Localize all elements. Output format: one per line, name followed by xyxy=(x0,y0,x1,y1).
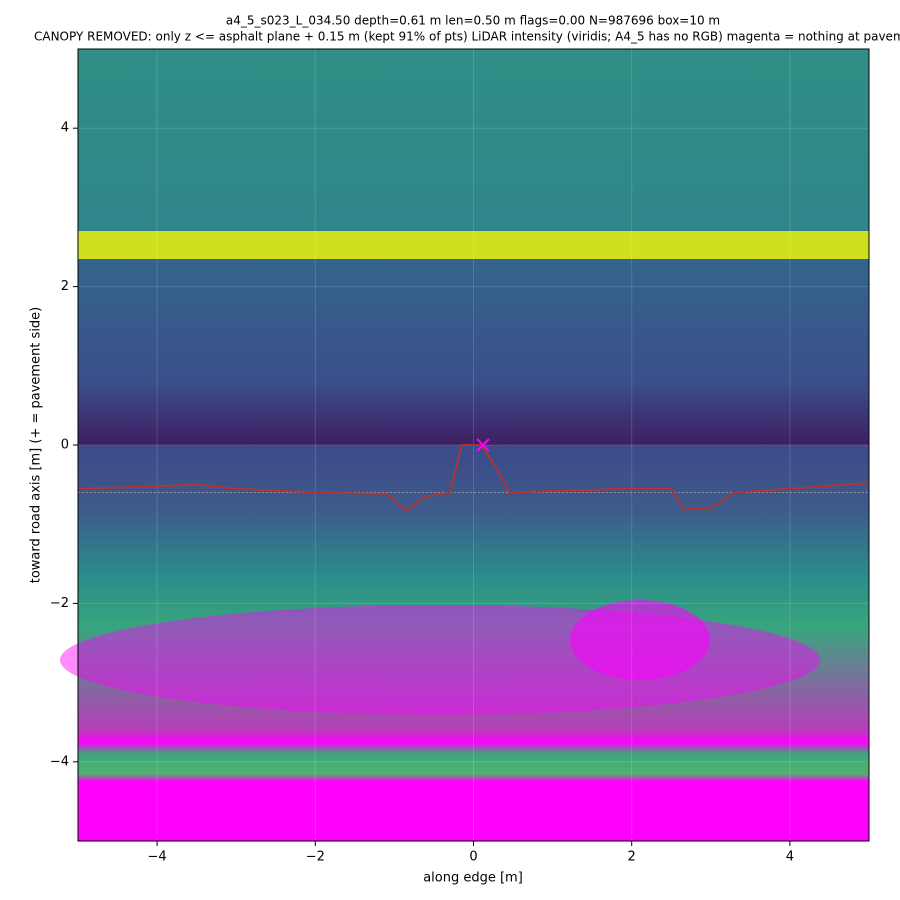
chart-subtitle: CANOPY REMOVED: only z <= asphalt plane … xyxy=(34,30,900,44)
magenta-patch xyxy=(570,600,710,680)
magenta-patch xyxy=(60,605,820,715)
x-axis-label: along edge [m] xyxy=(423,871,523,886)
x-tick-label: −2 xyxy=(306,850,325,865)
x-tick-label: 2 xyxy=(628,850,636,865)
y-axis-label: toward road axis [m] (+ = pavement side) xyxy=(29,307,44,584)
x-tick-label: 0 xyxy=(469,850,477,865)
y-tick-label: −2 xyxy=(50,596,69,611)
y-tick-label: 4 xyxy=(61,121,69,136)
y-tick-label: −4 xyxy=(50,754,69,769)
marker xyxy=(476,438,490,452)
plot-area xyxy=(77,49,870,841)
y-tick-label: 2 xyxy=(61,279,69,294)
y-tick-label: 0 xyxy=(61,438,69,453)
x-tick-label: 4 xyxy=(786,850,794,865)
x-tick-label: −4 xyxy=(148,850,167,865)
chart-title: a4_5_s023_L_034.50 depth=0.61 m len=0.50… xyxy=(226,14,720,28)
line-series xyxy=(77,444,870,512)
